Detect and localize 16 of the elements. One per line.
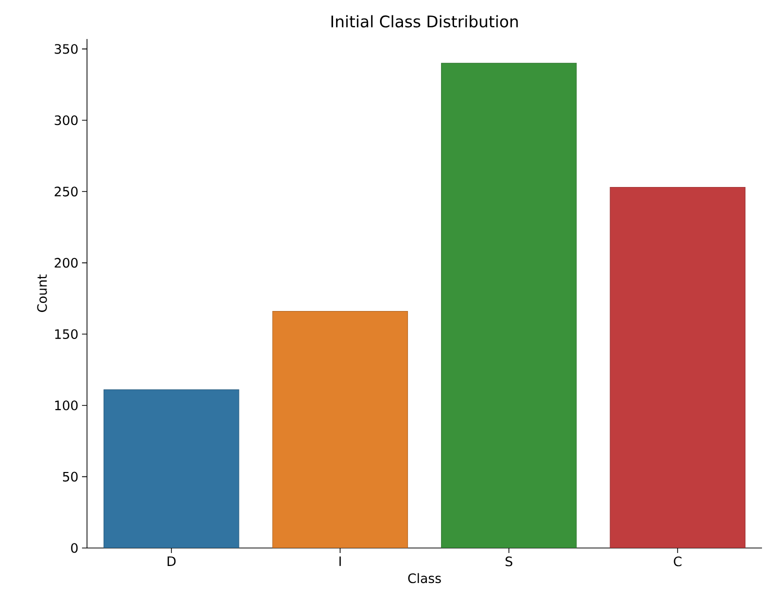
x-axis-title: Class: [408, 573, 441, 584]
x-tick-label: I: [339, 556, 341, 566]
x-tick-label: S: [506, 556, 512, 566]
y-tick-label: 150: [55, 329, 78, 340]
y-tick-label: 350: [54, 44, 78, 54]
y-axis-title: Count: [37, 274, 47, 312]
x-tick-label: D: [168, 556, 176, 566]
y-tick-label: 200: [54, 258, 78, 268]
x-tick-label: C: [674, 556, 682, 566]
y-tick-label: 100: [55, 400, 78, 410]
y-tick-label: 250: [54, 186, 78, 196]
bar: [272, 311, 408, 548]
y-tick-label: 50: [63, 472, 78, 482]
chart-title: Initial Class Distribution: [331, 15, 518, 28]
y-tick-label: 300: [54, 115, 78, 126]
y-tick-label: 0: [71, 543, 78, 553]
